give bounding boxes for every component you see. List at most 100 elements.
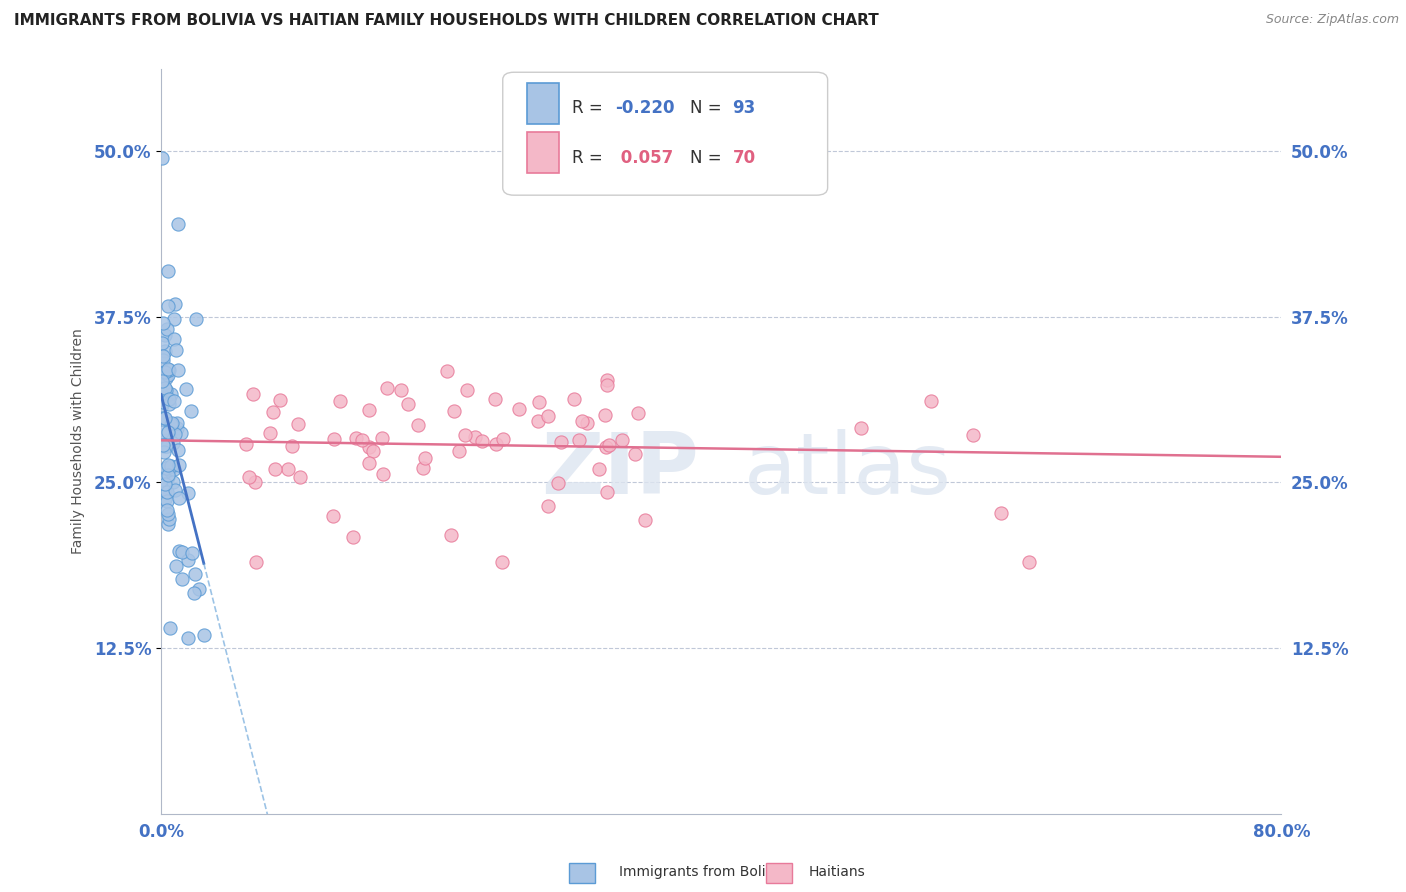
Point [598,438,620,452]
Point [596,485,619,500]
Point [290,469,312,483]
Point [155,369,177,384]
Point [371,467,394,481]
Point [962,427,984,442]
Point [155,410,177,425]
Point [491,555,513,569]
Point [169,544,191,558]
Point [287,417,309,431]
Point [153,439,176,453]
Text: R =: R = [572,149,609,167]
Point [269,393,291,408]
Point [150,425,173,439]
Point [568,433,591,447]
Point [157,507,180,521]
Point [157,460,180,475]
Point [162,475,184,489]
Point [322,508,344,523]
Point [150,151,173,165]
Point [152,394,174,409]
Text: N =: N = [690,149,727,167]
Point [156,425,179,440]
Text: N =: N = [690,99,727,117]
Point [159,621,181,635]
Point [163,462,186,476]
Text: 93: 93 [733,99,755,117]
Point [593,408,616,422]
Point [159,461,181,475]
Point [155,439,177,453]
Point [163,483,186,497]
Point [152,316,174,330]
Point [235,437,257,451]
Point [165,343,187,357]
Y-axis label: Family Households with Children: Family Households with Children [72,328,86,554]
Point [155,461,177,475]
Point [150,335,173,350]
Text: R =: R = [572,99,609,117]
Point [166,421,188,435]
Point [920,394,942,409]
Point [508,401,530,416]
Point [167,491,190,505]
Point [454,428,477,442]
Point [412,460,434,475]
Point [180,403,202,417]
Point [172,545,194,559]
Point [238,470,260,484]
Point [242,387,264,401]
Point [155,434,177,448]
Point [170,425,193,440]
Point [440,527,463,541]
Point [150,374,173,388]
Point [150,384,173,399]
FancyBboxPatch shape [503,72,828,195]
Point [177,632,200,646]
Point [259,426,281,441]
Point [155,484,177,499]
Point [277,462,299,476]
Point [350,433,373,447]
Point [375,381,398,395]
Point [156,503,179,517]
Point [181,546,204,560]
Point [370,431,392,445]
Point [156,263,179,277]
Point [157,464,180,478]
Point [527,395,550,409]
Point [153,380,176,394]
Point [193,628,215,642]
Point [484,437,506,451]
Text: Immigrants from Bolivia: Immigrants from Bolivia [619,865,786,880]
Point [166,363,188,377]
Text: 0.057: 0.057 [614,149,673,167]
Text: Haitians: Haitians [808,865,865,880]
Point [176,486,198,500]
Point [150,374,173,388]
Point [624,447,647,461]
Point [571,414,593,428]
Point [157,392,180,406]
Point [153,491,176,506]
Point [159,417,181,432]
Point [156,469,179,483]
Point [163,312,186,326]
Point [166,416,188,430]
Point [155,371,177,385]
Point [634,513,657,527]
Point [156,458,179,472]
Point [157,363,180,377]
Point [165,427,187,442]
Point [160,387,183,401]
Text: ZIP: ZIP [541,429,699,512]
Point [484,392,506,407]
Point [550,435,572,450]
Point [575,416,598,430]
Point [156,299,179,313]
Point [187,582,209,596]
Point [359,403,381,417]
Point [167,458,190,472]
Point [167,442,190,457]
Point [153,477,176,491]
Point [156,439,179,453]
